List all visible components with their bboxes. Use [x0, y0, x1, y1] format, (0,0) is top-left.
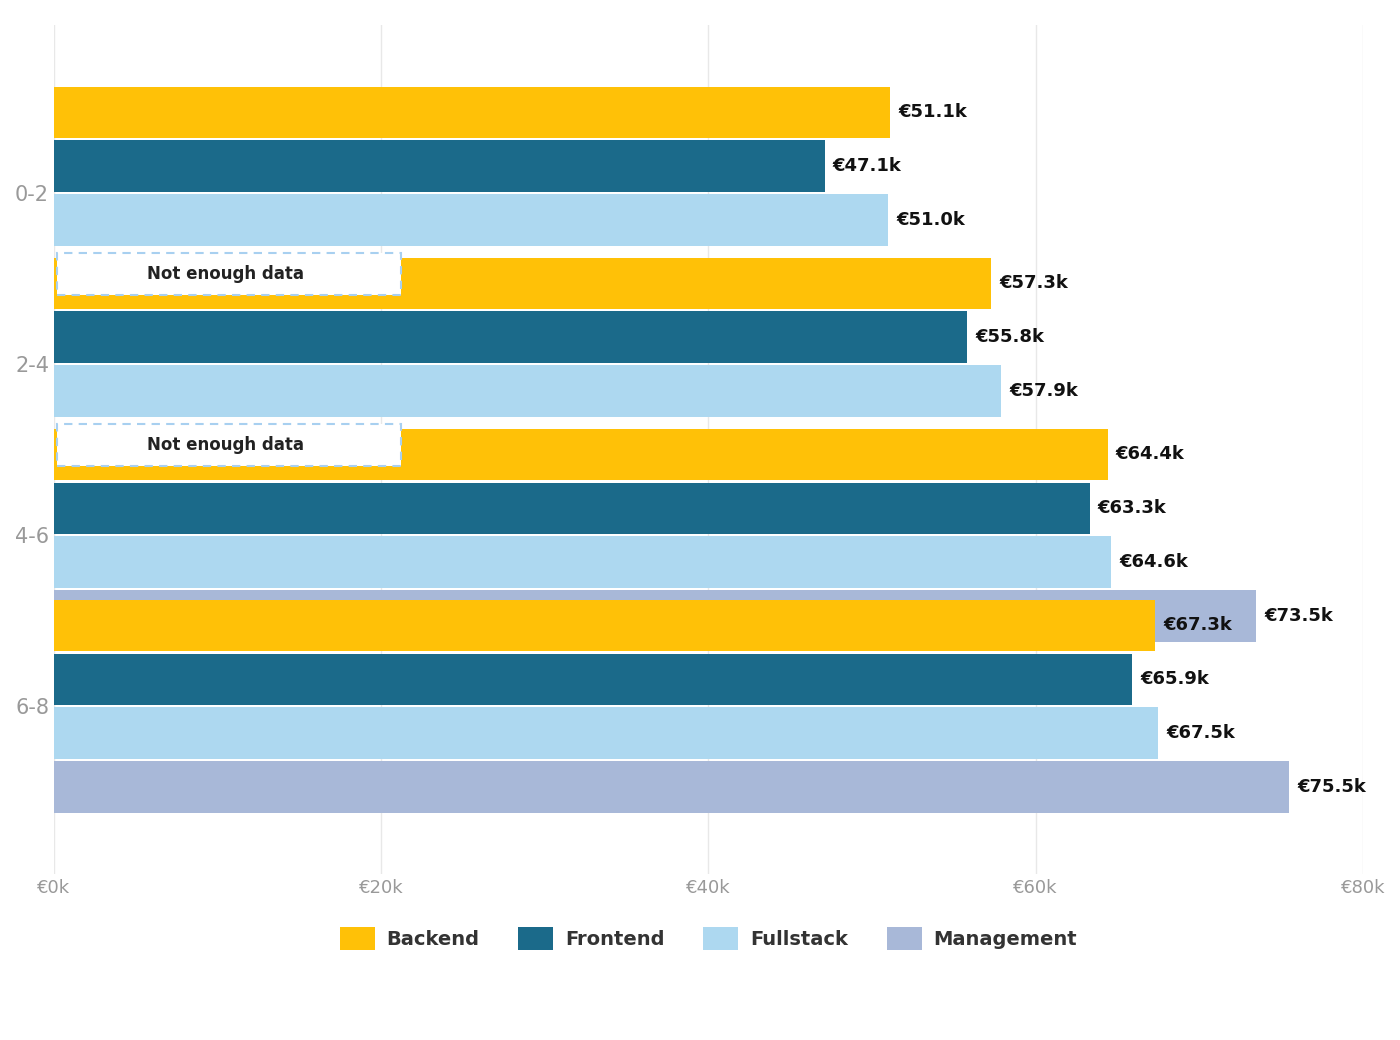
Text: €73.5k: €73.5k — [1264, 607, 1333, 625]
Bar — [55, 312, 967, 363]
Bar — [55, 591, 1256, 642]
Bar — [55, 761, 1289, 812]
Text: €63.3k: €63.3k — [1098, 499, 1166, 517]
Text: €67.3k: €67.3k — [1163, 617, 1232, 634]
Legend: Backend, Frontend, Fullstack, Management: Backend, Frontend, Fullstack, Management — [332, 919, 1085, 958]
Bar — [55, 365, 1001, 417]
Text: €51.0k: €51.0k — [896, 211, 966, 229]
Bar — [55, 600, 1155, 651]
FancyBboxPatch shape — [57, 424, 400, 466]
Text: €57.9k: €57.9k — [1009, 382, 1078, 400]
Text: €67.5k: €67.5k — [1166, 724, 1235, 743]
Bar — [55, 483, 1089, 534]
Bar — [55, 428, 1107, 480]
Bar — [55, 140, 825, 191]
FancyBboxPatch shape — [57, 253, 400, 295]
Bar — [55, 86, 890, 138]
Bar — [55, 537, 1110, 588]
Bar — [55, 258, 991, 309]
Text: €75.5k: €75.5k — [1298, 778, 1366, 796]
Text: €51.1k: €51.1k — [899, 103, 967, 122]
Text: €64.4k: €64.4k — [1116, 445, 1184, 464]
Bar — [55, 194, 889, 245]
Text: Not enough data: Not enough data — [147, 265, 304, 283]
Bar — [55, 653, 1133, 705]
Text: €55.8k: €55.8k — [974, 329, 1044, 346]
Text: €57.3k: €57.3k — [1000, 275, 1068, 292]
Text: €65.9k: €65.9k — [1140, 670, 1210, 688]
Text: €64.6k: €64.6k — [1119, 553, 1187, 571]
Text: €47.1k: €47.1k — [833, 157, 902, 175]
Text: Not enough data: Not enough data — [147, 436, 304, 453]
Bar — [55, 707, 1158, 759]
